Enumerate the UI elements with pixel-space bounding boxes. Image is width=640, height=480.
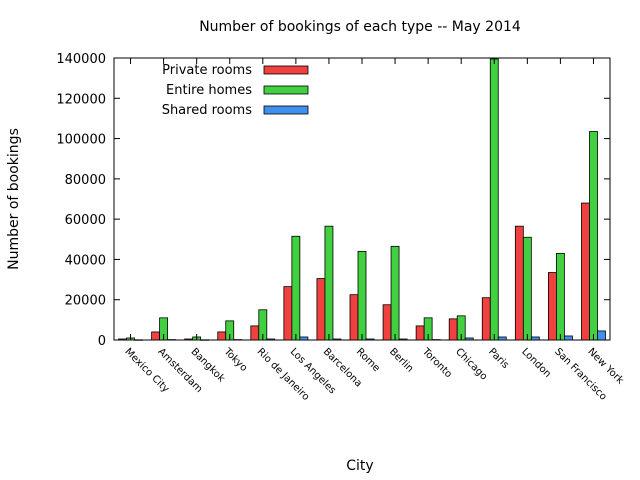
bar-private-rooms-paris [481,297,491,341]
bar-private-rooms-amsterdam [151,331,161,341]
bar-entire-homes-berlin [390,245,400,341]
y-tick-label: 60000 [65,213,106,228]
x-tick-label-paris: Paris [486,346,511,371]
bar-shared-rooms-london [530,336,540,341]
bar-shared-rooms-berlin [398,338,408,341]
bar-shared-rooms-tokyo [233,339,243,341]
legend-swatch-shared-rooms [263,105,309,115]
bar-entire-homes-san-francisco [556,252,565,341]
bar-private-rooms-new-york [581,202,590,341]
legend-swatch-private-rooms [263,65,309,75]
y-tick-label: 100000 [56,133,106,148]
bar-entire-homes-rome [357,250,367,341]
bar-shared-rooms-chicago [464,337,474,341]
y-ticks-group: 0 20000 40000 60000 80000 100000 120000 140000 [56,52,610,349]
bar-private-rooms-barcelona [316,278,326,341]
y-tick-label: 0 [98,334,106,349]
bar-entire-homes-london [522,236,532,341]
bar-shared-rooms-rio-de-janeiro [266,338,276,341]
y-tick-label: 120000 [56,92,106,107]
bar-shared-rooms-toronto [431,339,441,341]
legend-label-entire-homes: Entire homes [166,83,252,98]
bar-private-rooms-rome [349,294,359,341]
legend-label-private-rooms: Private rooms [162,63,252,78]
bar-shared-rooms-mexico-city [134,339,143,341]
bar-shared-rooms-san-francisco [564,335,573,341]
bar-shared-rooms-rome [365,338,375,341]
bar-shared-rooms-paris [497,336,507,341]
bar-entire-homes-paris [489,58,499,341]
legend-swatch-entire-homes [263,85,309,95]
y-tick-label: 40000 [65,253,106,268]
bar-entire-homes-los-angeles [291,235,301,341]
bar-shared-rooms-bangkok [200,339,210,341]
y-tick-label: 140000 [56,52,106,67]
legend: Private rooms Entire homes Shared rooms [162,63,309,118]
y-tick-label: 20000 [65,294,106,309]
bar-private-rooms-san-francisco [548,272,557,341]
bar-shared-rooms-amsterdam [167,339,177,341]
bar-private-rooms-toronto [415,325,425,341]
x-tick-label-toronto: Toronto [419,346,454,381]
legend-label-shared-rooms: Shared rooms [162,103,253,118]
bar-entire-homes-new-york [589,131,598,341]
x-axis-label: City [346,458,373,474]
bar-private-rooms-chicago [448,318,458,341]
x-tick-label-rome: Rome [354,346,382,374]
bar-shared-rooms-los-angeles [299,336,309,341]
bar-private-rooms-tokyo [217,331,227,341]
bars-group [118,58,606,341]
bar-private-rooms-los-angeles [283,286,293,341]
x-tick-label-tokyo: Tokyo [221,346,249,374]
y-tick-label: 80000 [65,173,106,188]
bar-entire-homes-barcelona [324,225,334,341]
x-tick-label-chicago: Chicago [453,346,489,382]
bar-shared-rooms-barcelona [332,338,342,341]
bar-private-rooms-bangkok [184,338,194,341]
bar-shared-rooms-new-york [597,330,606,341]
bar-private-rooms-rio-de-janeiro [250,325,260,341]
bar-private-rooms-berlin [382,304,392,341]
x-tick-label-london: London [519,346,553,380]
y-axis-label: Number of bookings [6,128,22,270]
bar-private-rooms-london [514,225,524,341]
x-tick-label-berlin: Berlin [387,346,415,374]
chart-title: Number of bookings of each type -- May 2… [199,19,521,35]
